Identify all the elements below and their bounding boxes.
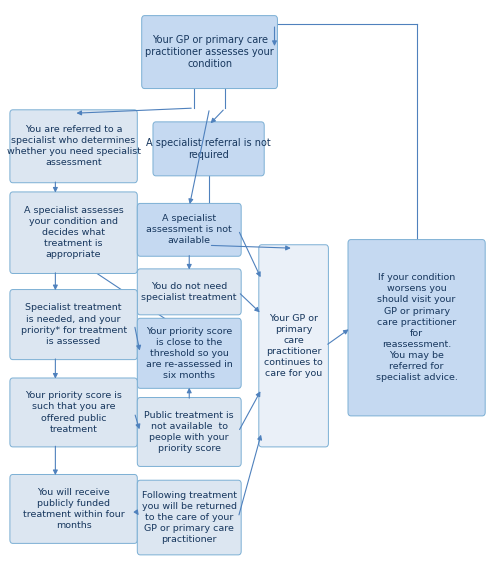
- Text: You will receive
publicly funded
treatment within four
months: You will receive publicly funded treatme…: [22, 488, 125, 530]
- FancyBboxPatch shape: [10, 110, 138, 183]
- Text: A specialist
assessment is not
available: A specialist assessment is not available: [146, 214, 232, 246]
- Text: Following treatment
you will be returned
to the care of your
GP or primary care
: Following treatment you will be returned…: [142, 491, 236, 544]
- FancyBboxPatch shape: [138, 318, 241, 389]
- Text: Your GP or primary care
practitioner assesses your
condition: Your GP or primary care practitioner ass…: [145, 35, 274, 70]
- FancyBboxPatch shape: [10, 192, 138, 274]
- FancyBboxPatch shape: [10, 475, 138, 543]
- Text: You do not need
specialist treatment: You do not need specialist treatment: [142, 282, 237, 302]
- Text: Specialist treatment
is needed, and your
priority* for treatment
is assessed: Specialist treatment is needed, and your…: [20, 304, 126, 346]
- FancyBboxPatch shape: [138, 480, 241, 555]
- FancyBboxPatch shape: [10, 378, 138, 447]
- FancyBboxPatch shape: [348, 240, 485, 416]
- FancyBboxPatch shape: [138, 203, 241, 256]
- FancyBboxPatch shape: [259, 245, 328, 447]
- FancyBboxPatch shape: [142, 16, 278, 88]
- FancyBboxPatch shape: [138, 397, 241, 466]
- Text: Public treatment is
not available  to
people with your
priority score: Public treatment is not available to peo…: [144, 411, 234, 453]
- Text: You are referred to a
specialist who determines
whether you need specialist
asse: You are referred to a specialist who det…: [6, 125, 140, 168]
- Text: Your GP or
primary
care
practitioner
continues to
care for you: Your GP or primary care practitioner con…: [264, 314, 323, 378]
- FancyBboxPatch shape: [10, 289, 138, 360]
- Text: A specialist assesses
your condition and
decides what
treatment is
appropriate: A specialist assesses your condition and…: [24, 206, 124, 260]
- Text: If your condition
worsens you
should visit your
GP or primary
care practitioner
: If your condition worsens you should vis…: [376, 273, 458, 382]
- Text: Your priority score is
such that you are
offered public
treatment: Your priority score is such that you are…: [25, 391, 122, 434]
- Text: Your priority score
is close to the
threshold so you
are re-assessed in
six mont: Your priority score is close to the thre…: [146, 326, 233, 380]
- FancyBboxPatch shape: [153, 122, 264, 176]
- FancyBboxPatch shape: [138, 269, 241, 315]
- Text: A specialist referral is not
required: A specialist referral is not required: [146, 138, 271, 160]
